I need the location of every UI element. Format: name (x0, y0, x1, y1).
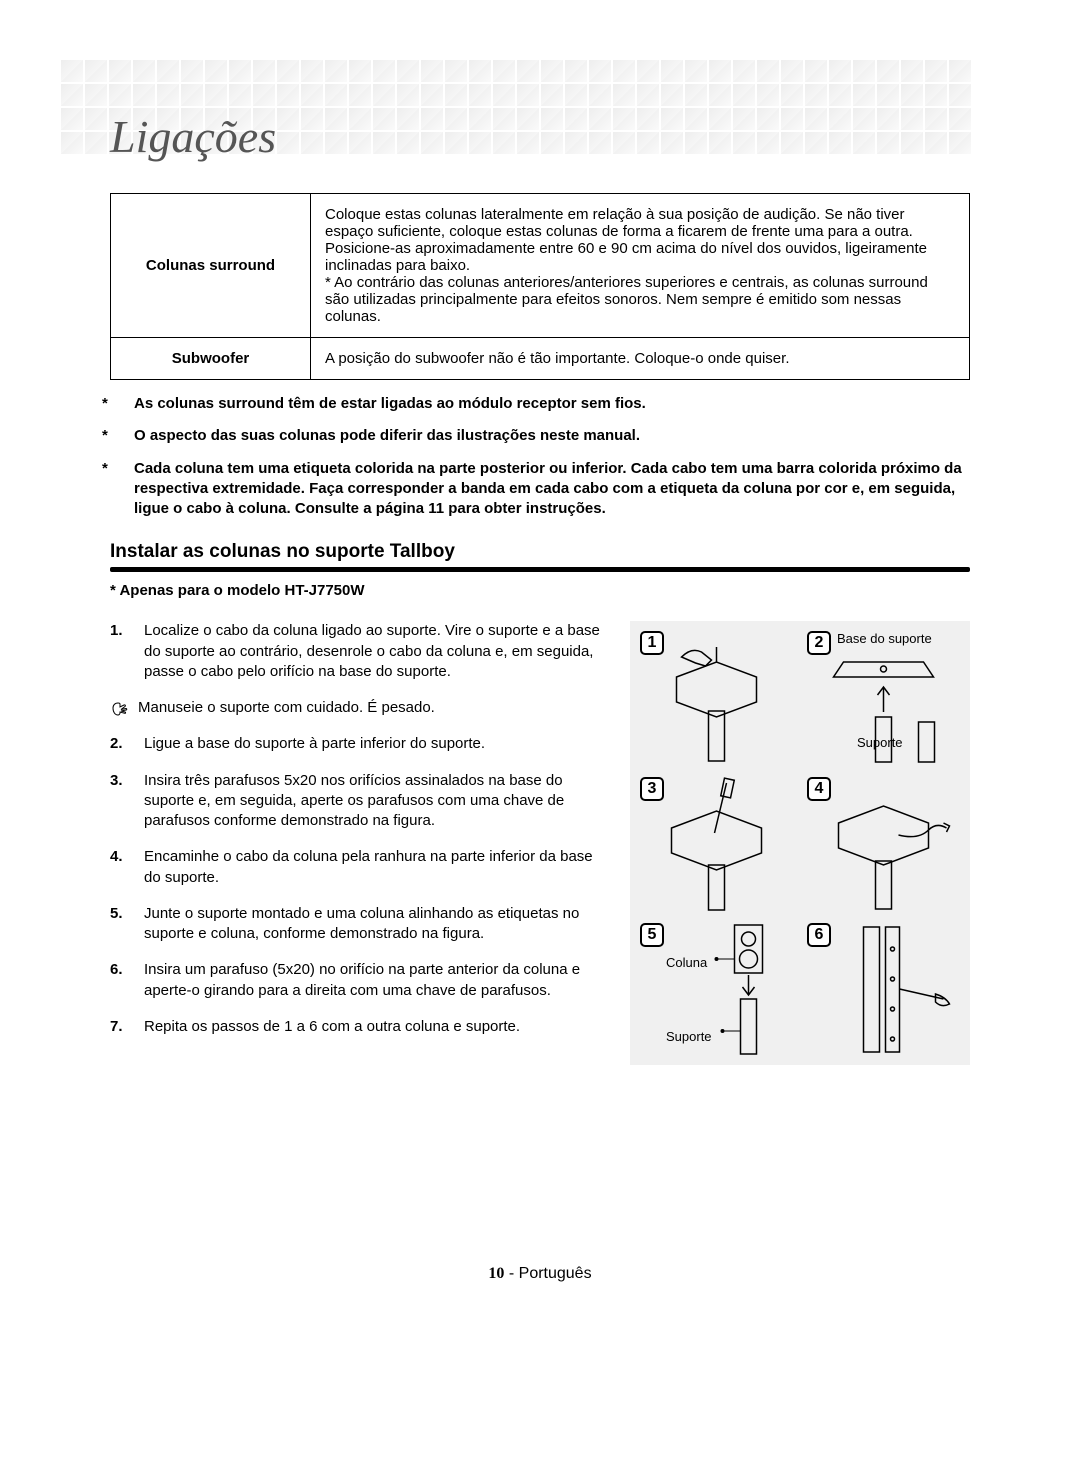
note-item: As colunas surround têm de estar ligadas… (110, 394, 970, 414)
page-title: Ligações (110, 110, 970, 163)
table-row-label: Subwoofer (111, 338, 311, 380)
step-badge: 4 (807, 777, 831, 801)
step-item: Ligue a base do suporte à parte inferior… (110, 734, 610, 754)
step-badge: 2 (807, 631, 831, 655)
table-row-text: A posição do subwoofer não é tão importa… (311, 338, 970, 380)
page-footer: 10 - Português (110, 1265, 970, 1283)
caution-note: Manuseie o suporte com cuidado. É pesado… (110, 698, 610, 718)
note-list: As colunas surround têm de estar ligadas… (110, 394, 970, 519)
diagram-label: Base do suporte (837, 631, 932, 646)
caution-text: Manuseie o suporte com cuidado. É pesado… (138, 698, 435, 718)
step-item: Insira três parafusos 5x20 nos orifícios… (110, 771, 610, 832)
step-badge: 1 (640, 631, 664, 655)
speaker-table: Colunas surroundColoque estas colunas la… (110, 193, 970, 380)
page-number: 10 (488, 1265, 504, 1282)
diagram-cell: 2 Base do suporte Suporte (803, 627, 964, 767)
diagram-panel: 1 2 Base do suporte Suporte 3 4 5Coluna Suporte… (630, 621, 970, 1065)
diagram-cell: 6 (803, 919, 964, 1059)
step-item: Repita os passos de 1 a 6 com a outra co… (110, 1017, 610, 1037)
step-item: Insira um parafuso (5x20) no orifício na… (110, 960, 610, 1001)
step-item: Localize o cabo da coluna ligado ao supo… (110, 621, 610, 682)
step-badge: 6 (807, 923, 831, 947)
table-row-label: Colunas surround (111, 194, 311, 338)
note-item: Cada coluna tem uma etiqueta colorida na… (110, 459, 970, 520)
step-badge: 5 (640, 923, 664, 947)
step-item: Encaminhe o cabo da coluna pela ranhura … (110, 847, 610, 888)
diagram-label: Coluna (666, 955, 707, 970)
diagram-cell: 4 (803, 773, 964, 913)
diagram-cell: 5Coluna Suporte (636, 919, 797, 1059)
diagram-cell: 1 (636, 627, 797, 767)
note-item: O aspecto das suas colunas pode diferir … (110, 426, 970, 446)
page-lang: - Português (504, 1265, 591, 1282)
diagram-cell: 3 (636, 773, 797, 913)
table-row-text: Coloque estas colunas lateralmente em re… (311, 194, 970, 338)
instructions: Localize o cabo da coluna ligado ao supo… (110, 621, 610, 1053)
section-rule (110, 567, 970, 572)
diagram-label: Suporte (857, 735, 903, 750)
model-note: * Apenas para o modelo HT-J7750W (110, 582, 970, 599)
step-badge: 3 (640, 777, 664, 801)
step-item: Junte o suporte montado e uma coluna ali… (110, 904, 610, 945)
hand-icon (110, 698, 130, 718)
section-heading: Instalar as colunas no suporte Tallboy (110, 541, 970, 563)
diagram-label: Suporte (666, 1029, 712, 1044)
